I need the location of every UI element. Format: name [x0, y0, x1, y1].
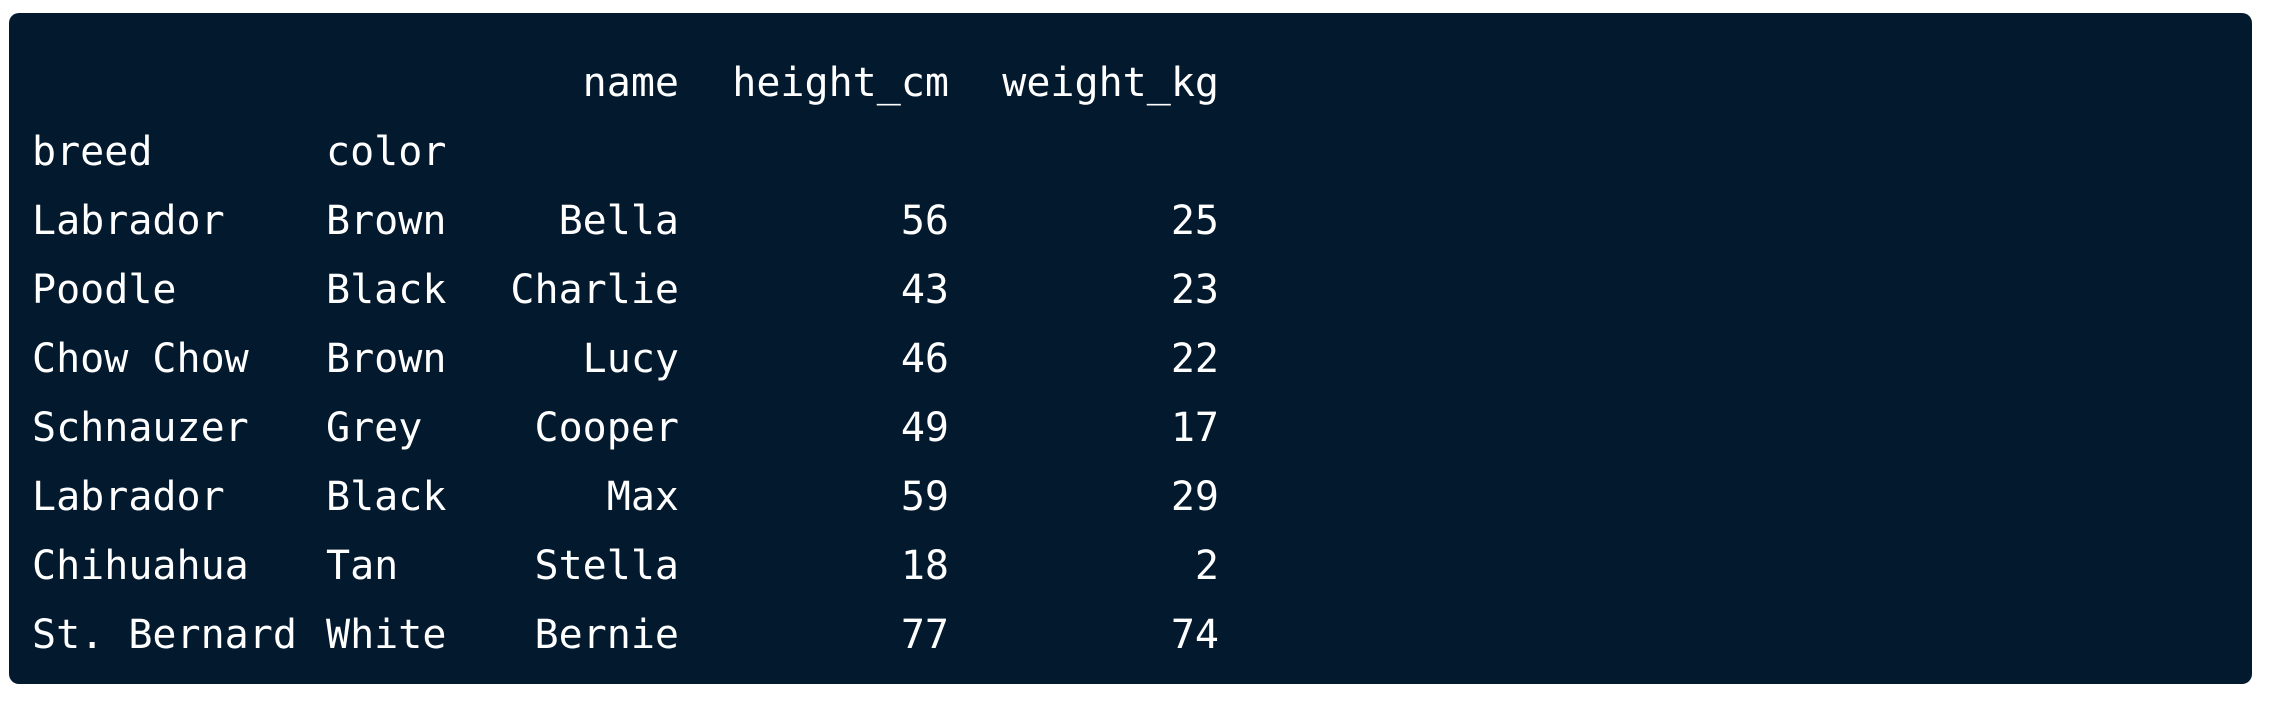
weight-cell: 23	[1170, 267, 1219, 313]
color-cell: Brown	[326, 198, 447, 244]
color-cell: White	[326, 612, 447, 658]
index-header-color: color	[326, 129, 447, 175]
name-cell: Charlie	[510, 267, 679, 313]
color-cell: Black	[326, 267, 447, 313]
name-cell: Bella	[558, 198, 679, 244]
column-header-name: name	[582, 60, 679, 106]
height-cell: 56	[900, 198, 949, 244]
breed-cell: Poodle	[32, 267, 177, 313]
height-cell: 49	[900, 405, 949, 451]
weight-cell: 25	[1170, 198, 1219, 244]
color-cell: Grey	[326, 405, 423, 451]
breed-cell: Labrador	[32, 198, 225, 244]
weight-cell: 22	[1170, 336, 1219, 382]
color-cell: Tan	[326, 543, 399, 589]
weight-cell: 17	[1170, 405, 1219, 451]
breed-cell: Labrador	[32, 474, 225, 520]
name-cell: Bernie	[534, 612, 680, 658]
height-cell: 46	[900, 336, 949, 382]
breed-cell: Chihuahua	[32, 543, 249, 589]
breed-cell: Chow Chow	[32, 336, 249, 382]
breed-cell: St. Bernard	[32, 612, 297, 658]
index-header-breed: breed	[32, 129, 153, 175]
column-header-height: height_cm	[732, 60, 949, 106]
name-cell: Stella	[534, 543, 680, 589]
color-cell: Brown	[326, 336, 447, 382]
dataframe-output: name height_cm weight_kg breed color Lab…	[9, 13, 2252, 684]
weight-cell: 2	[1194, 543, 1219, 589]
weight-cell: 74	[1170, 612, 1219, 658]
name-cell: Cooper	[534, 405, 680, 451]
height-cell: 43	[900, 267, 949, 313]
weight-cell: 29	[1170, 474, 1219, 520]
name-cell: Lucy	[582, 336, 679, 382]
height-cell: 18	[900, 543, 949, 589]
column-header-weight: weight_kg	[1002, 60, 1219, 106]
height-cell: 77	[900, 612, 949, 658]
breed-cell: Schnauzer	[32, 405, 249, 451]
height-cell: 59	[900, 474, 949, 520]
name-cell: Max	[606, 474, 679, 520]
color-cell: Black	[326, 474, 447, 520]
